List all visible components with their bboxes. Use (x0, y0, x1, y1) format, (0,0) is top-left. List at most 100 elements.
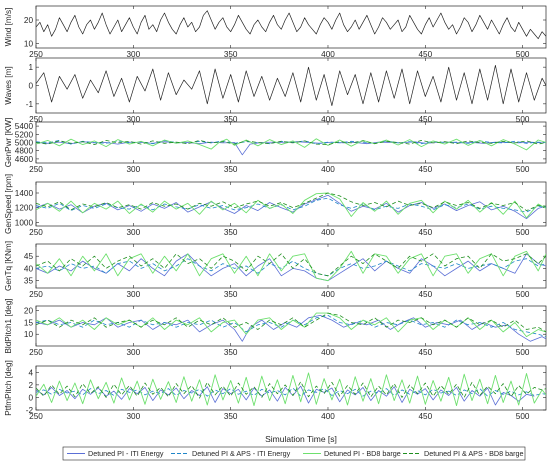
panel-1: 10 20 250 300 350 400 450 500 Wind [m/s] (4, 5, 547, 59)
y-tick-label: 1 (28, 63, 33, 72)
x-tick-label: 450 (418, 412, 432, 421)
series-line-3 (36, 138, 546, 151)
x-tick-label: 400 (321, 228, 335, 237)
y-tick-label: 1000 (15, 218, 34, 227)
x-tick-label: 350 (224, 115, 238, 124)
x-tick-label: 400 (321, 412, 335, 421)
x-tick-label: 450 (418, 290, 432, 299)
y-tick-label: 4 (28, 368, 33, 377)
x-tick-label: 350 (224, 412, 238, 421)
x-tick-label: 300 (126, 165, 140, 174)
x-tick-label: 250 (29, 348, 43, 357)
legend-box (62, 446, 526, 461)
panel-7: -2 0 2 4 250 300 350 400 450 500 PtfmPitch [deg] (4, 360, 547, 421)
series-line-1 (36, 385, 535, 406)
series-group (36, 192, 546, 220)
y-tick-label: 10 (24, 330, 34, 339)
y-tick-label: 0 (28, 82, 33, 91)
series-line-1 (36, 10, 546, 40)
x-tick-label: 300 (126, 115, 140, 124)
y-tick-label: 5000 (15, 139, 34, 148)
x-tick-label: 300 (126, 290, 140, 299)
y-axis-label: Waves [m] (4, 66, 13, 104)
series-line-4 (36, 253, 546, 277)
y-tick-label: -1 (26, 100, 34, 109)
y-tick-label: 40 (24, 264, 34, 273)
y-tick-label: 20 (24, 307, 34, 316)
x-tick-label: 350 (224, 290, 238, 299)
y-tick-label: 0 (28, 393, 33, 402)
y-axis-label: GenPwr [KW] (4, 118, 13, 168)
y-axis-label: GenTq [KNm] (4, 241, 13, 291)
x-tick-label: 400 (321, 50, 335, 59)
y-tick-label: 5400 (15, 122, 34, 131)
series-line-2 (36, 197, 546, 213)
series-line-4 (36, 192, 546, 211)
series-group (36, 138, 546, 156)
legend-entry-label: Detuned PI & APS - ITI Energy (192, 449, 291, 458)
series-line-1 (36, 64, 546, 107)
x-tick-label: 450 (418, 348, 432, 357)
panel-6: 10 15 20 250 300 350 400 450 500 BldPitch1 [deg] (4, 298, 547, 357)
series-group (36, 64, 546, 107)
x-tick-label: 400 (321, 290, 335, 299)
x-tick-label: 500 (516, 50, 530, 59)
x-tick-label: 400 (321, 115, 335, 124)
x-tick-label: 350 (224, 348, 238, 357)
x-tick-label: 400 (321, 165, 335, 174)
series-line-3 (36, 372, 546, 407)
x-tick-label: 450 (418, 50, 432, 59)
x-tick-label: 250 (29, 412, 43, 421)
y-tick-label: 1200 (15, 204, 34, 213)
panel-4: 1000 1200 1400 250 300 350 400 450 500 GenSpeed [… (4, 174, 547, 237)
x-tick-label: 250 (29, 290, 43, 299)
series-line-2 (36, 387, 546, 397)
x-tick-label: 500 (516, 348, 530, 357)
y-tick-label: -2 (26, 406, 34, 415)
panel-2: -1 0 1 250 300 350 400 450 500 Waves [m] (4, 57, 547, 124)
x-tick-label: 300 (126, 412, 140, 421)
y-tick-label: 20 (24, 16, 34, 25)
x-axis-label: Simulation Time [s] (265, 434, 337, 444)
y-tick-label: 10 (24, 39, 34, 48)
series-line-4 (36, 140, 546, 145)
x-tick-label: 350 (224, 228, 238, 237)
y-axis-label: PtfmPitch [deg] (4, 360, 13, 416)
x-tick-label: 350 (224, 50, 238, 59)
y-tick-label: 45 (24, 252, 34, 261)
series-line-3 (36, 192, 546, 219)
x-tick-label: 250 (29, 115, 43, 124)
x-tick-label: 500 (516, 290, 530, 299)
series-group (36, 250, 546, 282)
series-group (36, 372, 546, 407)
x-tick-label: 250 (29, 228, 43, 237)
x-tick-label: 450 (418, 228, 432, 237)
x-tick-label: 300 (126, 50, 140, 59)
x-tick-label: 450 (418, 115, 432, 124)
series-line-3 (36, 250, 546, 282)
legend-entry-label: Detuned PI & APS - BD8 barge (424, 449, 523, 458)
y-tick-label: 1400 (15, 189, 34, 198)
x-tick-label: 250 (29, 165, 43, 174)
series-line-4 (36, 381, 546, 399)
panel-5: 35 40 45 250 300 350 400 450 500 GenTq [KNm] (4, 241, 547, 299)
x-tick-label: 500 (516, 412, 530, 421)
x-tick-label: 350 (224, 165, 238, 174)
y-tick-label: 35 (24, 277, 34, 286)
series-line-3 (36, 312, 546, 338)
plot-frame (35, 181, 547, 227)
x-tick-label: 400 (321, 348, 335, 357)
x-tick-label: 250 (29, 50, 43, 59)
y-axis-label: BldPitch1 [deg] (4, 298, 13, 353)
y-axis-label: GenSpeed [rpm] (4, 174, 13, 234)
series-line-4 (36, 312, 546, 333)
y-tick-label: 5200 (15, 130, 34, 139)
series-group (36, 312, 546, 342)
legend-entry-label: Detuned PI - BD8 barge (324, 449, 401, 458)
x-tick-label: 500 (516, 115, 530, 124)
y-tick-label: 15 (24, 318, 34, 327)
